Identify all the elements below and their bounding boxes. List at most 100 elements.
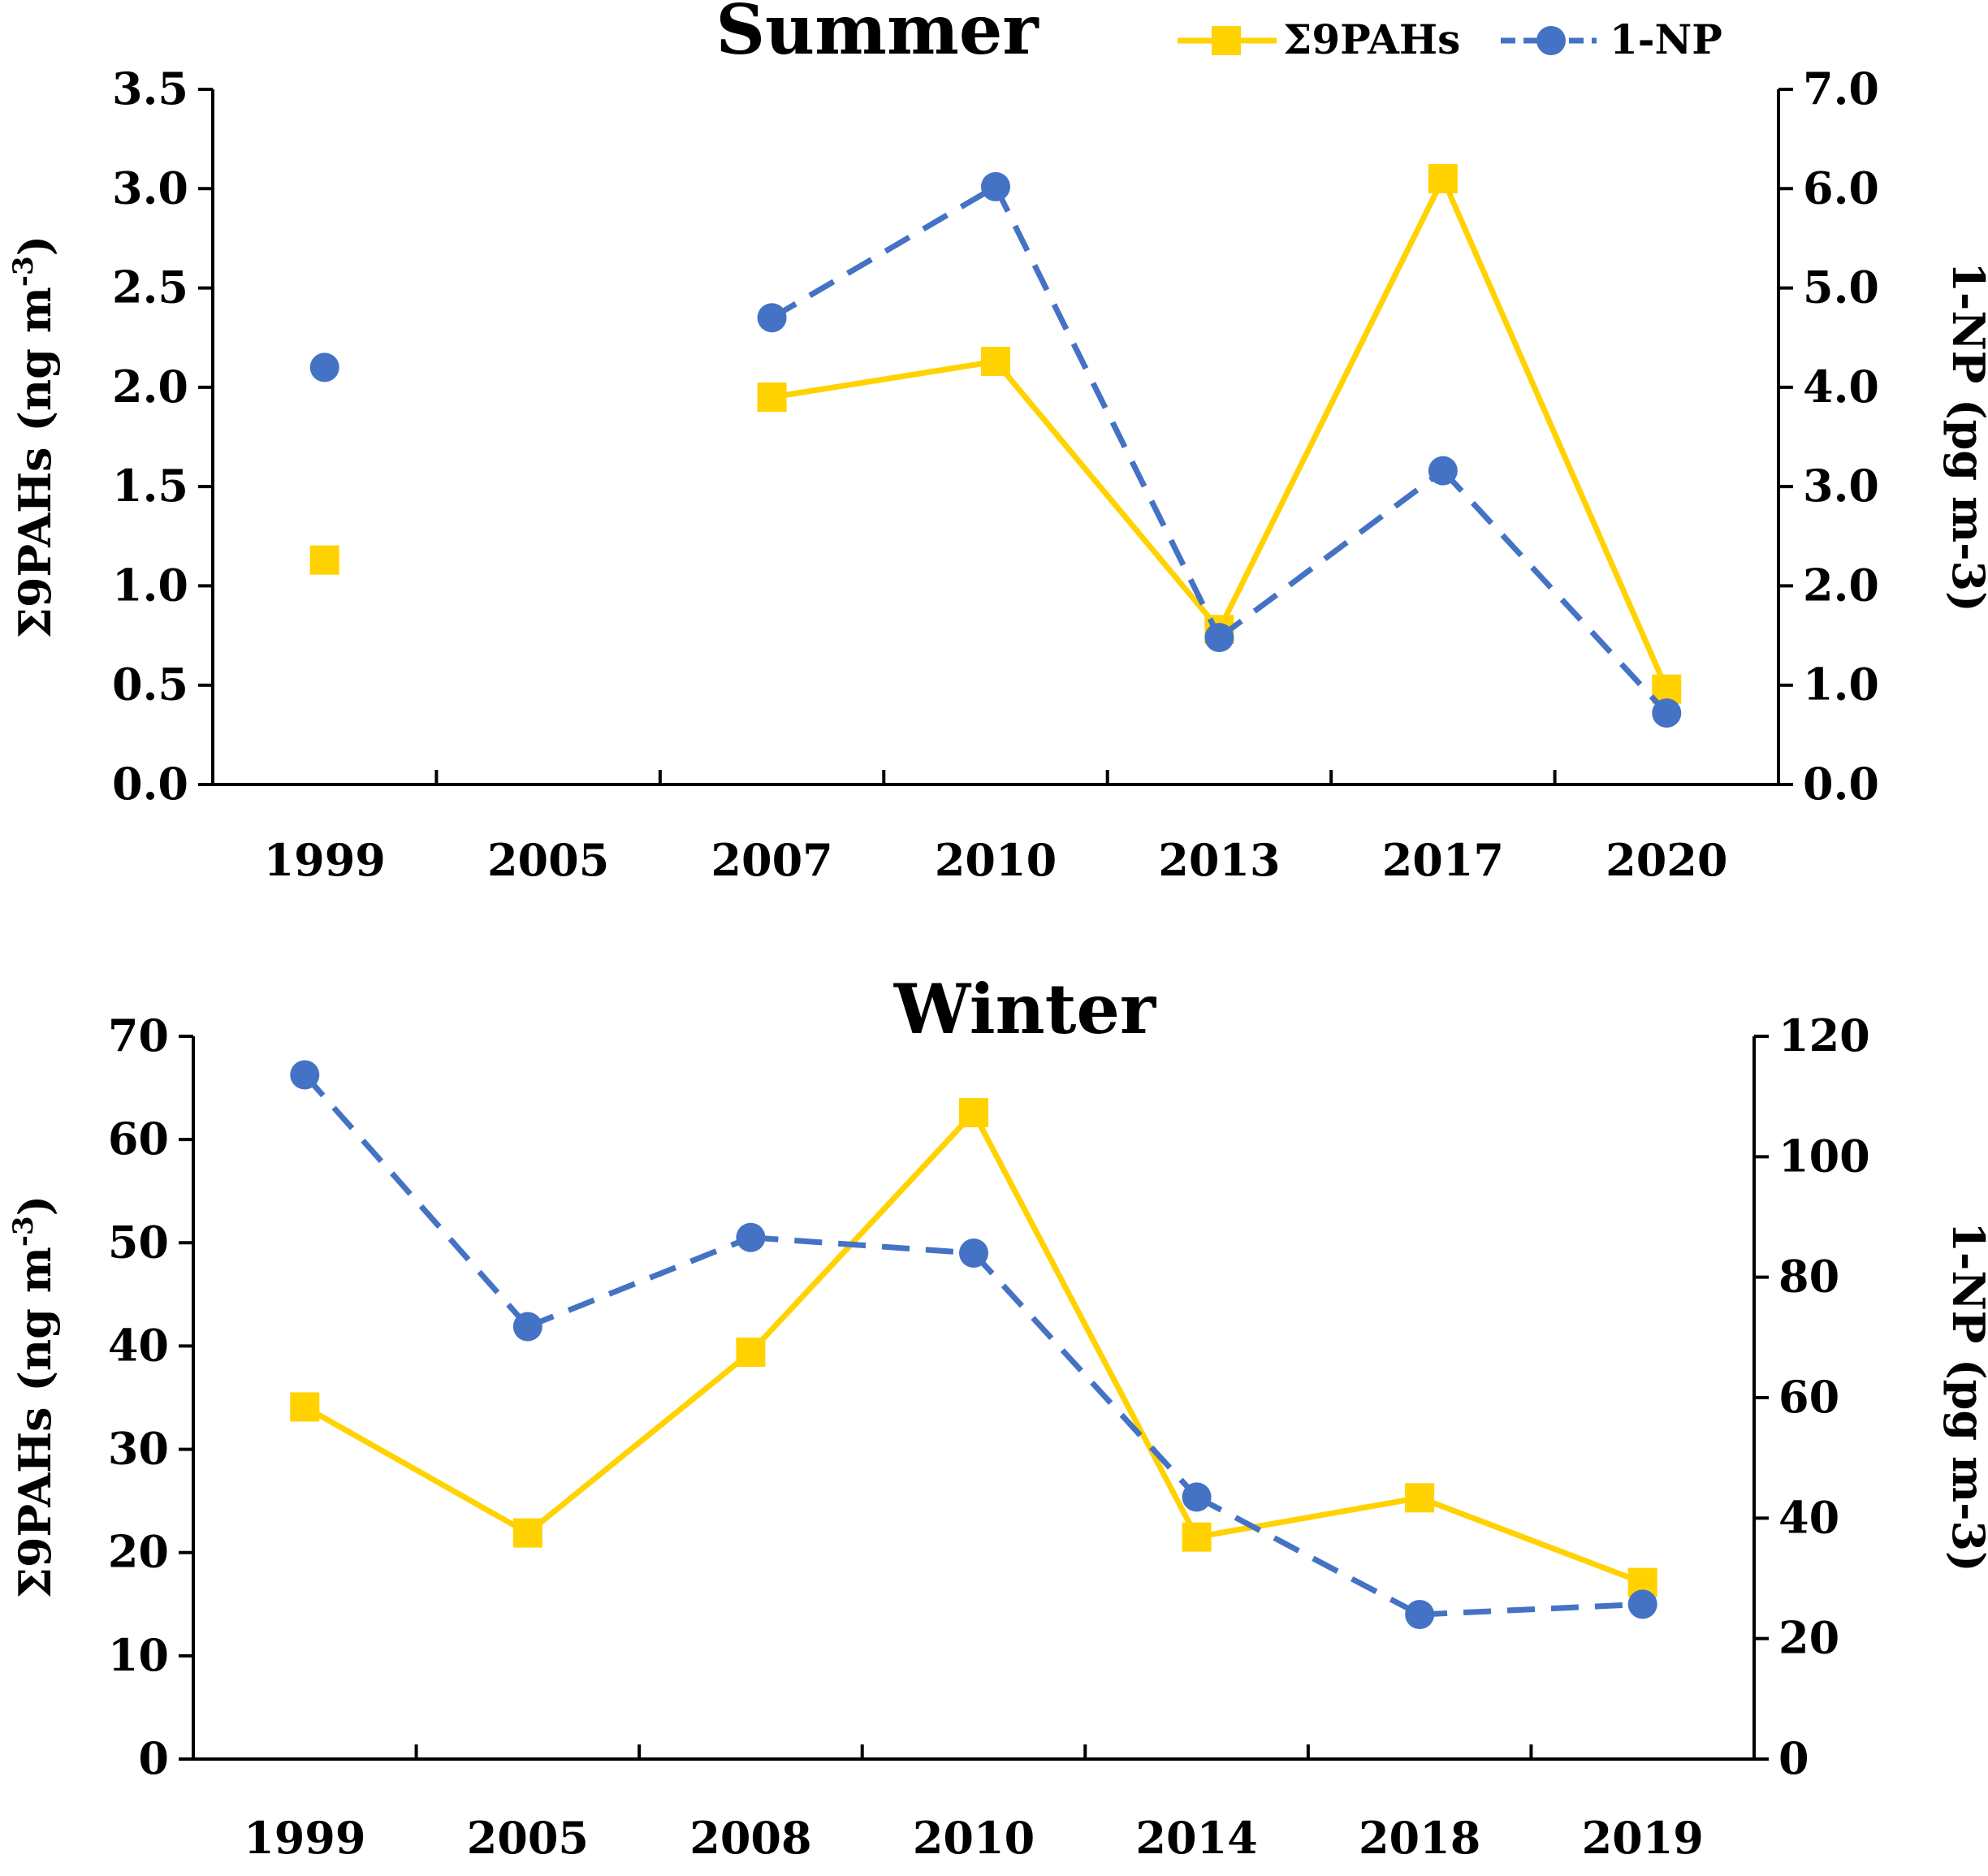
winter-1np-point [959, 1238, 988, 1268]
summer-1np-point [309, 352, 339, 383]
summer-left-tick-label: 3.0 [112, 162, 188, 214]
winter-left-tick-label: 60 [108, 1113, 169, 1165]
summer-chart: Summer Σ9PAHs 1-NP 0.0 0.5 1.0 1.5 2.0 2.5 3.0… [7, 0, 1988, 886]
winter-1np-line-segment [971, 1251, 1199, 1499]
summer-1np-point [1652, 698, 1682, 728]
winter-right-tick-label: 60 [1778, 1371, 1839, 1423]
winter-right-tick-label: 40 [1778, 1491, 1839, 1543]
legend-1np-label: 1-NP [1610, 15, 1722, 63]
summer-x-tick-label: 2013 [1158, 834, 1280, 886]
winter-series [290, 1060, 1657, 1629]
winter-left-tick-label: 0 [138, 1732, 169, 1784]
summer-right-ticks: 0.0 1.0 2.0 3.0 4.0 5.0 6.0 7.0 [1778, 63, 1879, 810]
winter-right-ticks: 0 20 40 60 80 100 120 [1754, 1009, 1870, 1784]
winter-chart: Winter 0 10 20 30 40 50 60 70 0 20 40 60 80 100 120 1… [7, 969, 1988, 1864]
winter-pahs-line-segment [970, 1111, 1199, 1539]
summer-1np-point [981, 171, 1010, 201]
winter-pahs-line-segment [525, 1350, 753, 1536]
winter-1np-line-segment [302, 1073, 530, 1329]
winter-pahs-point [1405, 1483, 1435, 1513]
summer-1np-line-segment [992, 185, 1222, 639]
summer-left-axis-title: Σ9PAHs (ng m-3) [7, 236, 61, 638]
winter-x-ticks: 1999 2005 2008 2010 2014 2018 2019 [244, 1744, 1704, 1864]
summer-x-tick-label: 2020 [1606, 834, 1727, 886]
winter-x-tick-label: 2018 [1359, 1812, 1480, 1864]
summer-right-tick-label: 2.0 [1803, 559, 1879, 611]
summer-x-tick-label: 2017 [1382, 834, 1504, 886]
summer-legend: Σ9PAHs 1-NP [1178, 15, 1722, 63]
summer-pahs-point [981, 347, 1010, 377]
summer-left-tick-label: 2.0 [112, 361, 188, 413]
summer-1np-line-segment [1441, 469, 1669, 715]
winter-x-tick-label: 2014 [1135, 1812, 1257, 1864]
summer-pahs-point [757, 383, 787, 413]
winter-1np-point [290, 1060, 320, 1090]
winter-left-axis-title: Σ9PAHs (ng m-3) [7, 1195, 61, 1598]
winter-pahs-point [512, 1518, 542, 1548]
winter-left-tick-label: 20 [108, 1526, 169, 1578]
summer-pahs-line-segment [771, 358, 996, 400]
winter-1np-line-segment [526, 1234, 752, 1329]
summer-x-tick-label: 2007 [711, 834, 832, 886]
winter-left-ticks: 0 10 20 30 40 50 60 70 [108, 1009, 193, 1784]
summer-right-tick-label: 3.0 [1803, 460, 1879, 512]
winter-pahs-line-segment [1195, 1494, 1420, 1541]
winter-1np-point [1405, 1600, 1435, 1629]
winter-x-tick-label: 2008 [689, 1812, 811, 1864]
summer-series [309, 164, 1682, 728]
summer-pahs-line-segment [1217, 177, 1446, 631]
summer-left-tick-label: 3.5 [112, 63, 188, 115]
summer-right-axis-title: 1-NP (pg m-3) [1943, 262, 1988, 612]
summer-right-tick-label: 0.0 [1803, 758, 1879, 810]
summer-1np-point [757, 303, 787, 333]
summer-1np-line-segment [770, 184, 997, 321]
summer-right-tick-label: 1.0 [1803, 659, 1879, 711]
summer-right-tick-label: 4.0 [1803, 361, 1879, 413]
winter-right-tick-label: 0 [1778, 1732, 1809, 1784]
winter-1np-point [1182, 1482, 1212, 1512]
summer-1np-point [1204, 623, 1234, 653]
winter-x-tick-label: 2019 [1582, 1812, 1704, 1864]
summer-x-tick-label: 1999 [264, 834, 386, 886]
winter-pahs-point [1182, 1522, 1212, 1552]
summer-left-tick-label: 0.0 [112, 758, 188, 810]
summer-pahs-line-segment [1440, 177, 1670, 691]
summer-x-tick-label: 2005 [487, 834, 609, 886]
summer-x-tick-label: 2010 [935, 834, 1057, 886]
winter-left-tick-label: 40 [108, 1319, 169, 1371]
winter-chart-title: Winter [893, 969, 1157, 1049]
winter-left-tick-label: 10 [108, 1629, 169, 1681]
winter-left-tick-label: 70 [108, 1009, 169, 1061]
summer-right-tick-label: 5.0 [1803, 262, 1879, 313]
winter-x-tick-label: 2010 [913, 1812, 1035, 1864]
legend-pahs-marker [1212, 26, 1241, 55]
summer-right-tick-label: 6.0 [1803, 162, 1879, 214]
winter-1np-point [736, 1222, 766, 1252]
winter-x-tick-label: 2005 [467, 1812, 589, 1864]
summer-left-tick-label: 1.0 [112, 559, 188, 611]
legend-pahs-label: Σ9PAHs [1283, 15, 1460, 63]
winter-1np-point [512, 1312, 542, 1342]
winter-right-tick-label: 80 [1778, 1251, 1839, 1303]
winter-pahs-point [290, 1392, 320, 1422]
summer-left-tick-label: 2.5 [112, 262, 188, 313]
summer-pahs-point [309, 545, 339, 575]
summer-left-tick-label: 1.5 [112, 460, 188, 512]
summer-chart-title: Summer [715, 0, 1039, 70]
winter-pahs-point [959, 1098, 988, 1128]
summer-pahs-point [1428, 164, 1458, 194]
winter-right-tick-label: 120 [1778, 1009, 1870, 1061]
winter-x-tick-label: 1999 [244, 1812, 365, 1864]
winter-right-axis-title: 1-NP (pg m-3) [1943, 1221, 1988, 1571]
summer-1np-point [1428, 456, 1458, 486]
winter-right-tick-label: 100 [1778, 1130, 1870, 1182]
winter-pahs-point [736, 1338, 766, 1368]
legend-1np-marker [1536, 26, 1566, 55]
summer-left-tick-label: 0.5 [112, 659, 188, 711]
winter-pahs-line-segment [1418, 1495, 1644, 1585]
winter-left-tick-label: 30 [108, 1423, 169, 1475]
winter-1np-line-segment [750, 1234, 975, 1256]
winter-left-tick-label: 50 [108, 1216, 169, 1268]
summer-pahs-line-segment [993, 359, 1222, 632]
